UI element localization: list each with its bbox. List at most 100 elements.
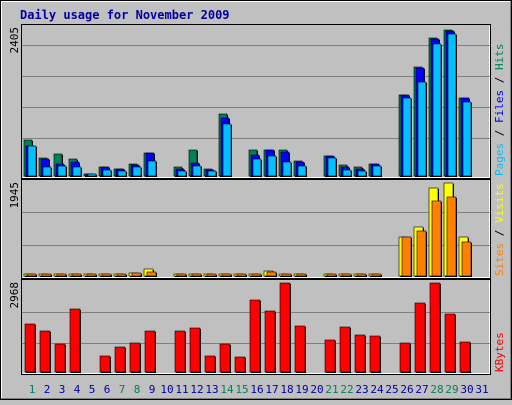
bar-pages-day-17: [267, 155, 277, 177]
bar-kbytes-day-26: [399, 342, 411, 373]
x-tick-label-16: 16: [250, 383, 263, 396]
bar-kbytes-day-14: [219, 343, 231, 373]
bar-kbytes-day-13: [204, 355, 216, 373]
bar-pages-day-14: [222, 123, 232, 177]
panel-legend: Sites / Visits: [493, 183, 506, 276]
x-tick-label-31: 31: [475, 383, 488, 396]
panel-legend: KBytes: [493, 332, 506, 372]
x-tick-label-10: 10: [160, 383, 173, 396]
bar-kbytes-day-21: [324, 339, 336, 373]
x-tick-label-7: 7: [119, 383, 126, 396]
x-tick-label-14: 14: [220, 383, 234, 396]
bar-pages-day-12: [192, 165, 202, 177]
bar-pages-day-9: [147, 160, 157, 177]
bar-sites-day-2: [41, 273, 52, 277]
bar-kbytes-day-16: [249, 299, 261, 373]
bar-pages-day-18: [282, 161, 292, 177]
bar-pages-day-13: [207, 170, 217, 177]
legend-files: Files: [493, 90, 506, 123]
x-tick-label-13: 13: [205, 383, 218, 396]
bar-kbytes-day-28: [429, 282, 441, 373]
bar-pages-day-26: [402, 97, 412, 177]
bar-sites-day-27: [416, 230, 427, 277]
bar-pages-day-6: [102, 169, 112, 177]
x-tick-label-11: 11: [175, 383, 188, 396]
x-tick-label-25: 25: [385, 383, 398, 396]
bar-pages-day-11: [177, 170, 187, 177]
bar-pages-day-23: [357, 170, 367, 177]
legend-sites: Sites: [493, 243, 506, 276]
bar-pages-day-7: [117, 170, 127, 177]
bar-kbytes-day-18: [279, 282, 291, 373]
bar-kbytes-day-22: [339, 326, 351, 373]
x-tick-label-9: 9: [149, 383, 156, 396]
bar-kbytes-day-3: [54, 343, 66, 373]
bar-pages-day-30: [462, 101, 472, 177]
bar-pages-day-19: [297, 165, 307, 177]
x-tick-label-21: 21: [325, 383, 338, 396]
bar-pages-day-3: [57, 165, 67, 177]
x-tick-label-12: 12: [190, 383, 203, 396]
bar-pages-day-4: [72, 166, 82, 177]
bar-kbytes-day-6: [99, 355, 111, 373]
x-tick-label-6: 6: [104, 383, 111, 396]
frame-shadow: [1, 1, 511, 399]
bar-kbytes-day-8: [129, 342, 141, 373]
x-tick-label-5: 5: [89, 383, 96, 396]
bar-kbytes-day-29: [444, 313, 456, 373]
bar-sites-day-9: [146, 271, 157, 277]
x-tick-label-17: 17: [265, 383, 278, 396]
bar-sites-day-5: [86, 273, 97, 277]
panel-frame: [21, 179, 491, 279]
bar-kbytes-day-7: [114, 346, 126, 373]
legend-kbytes: KBytes: [493, 332, 506, 372]
bar-sites-day-4: [71, 273, 82, 277]
bar-pages-day-28: [432, 43, 442, 177]
x-tick-label-26: 26: [400, 383, 413, 396]
bar-kbytes-day-30: [459, 341, 471, 373]
bar-sites-day-3: [56, 273, 67, 277]
panel-legend: Pages / Files / Hits: [493, 44, 506, 177]
bar-pages-day-29: [447, 33, 457, 177]
bar-sites-day-17: [266, 271, 277, 277]
legend-separator: /: [493, 70, 506, 90]
bar-kbytes-day-24: [369, 335, 381, 373]
legend-pages: Pages: [493, 143, 506, 176]
bar-pages-day-5: [87, 173, 97, 177]
bar-sites-day-12: [191, 273, 202, 277]
x-tick-label-15: 15: [235, 383, 248, 396]
bar-kbytes-day-17: [264, 310, 276, 373]
x-tick-label-28: 28: [430, 383, 443, 396]
legend-separator: /: [493, 123, 506, 143]
bar-kbytes-day-12: [189, 327, 201, 373]
panel-1: 2405 Pages / Files / Hits: [8, 24, 506, 179]
bar-sites-day-7: [116, 273, 127, 277]
bar-kbytes-day-2: [39, 330, 51, 373]
bar-sites-day-15: [236, 273, 247, 277]
bar-sites-day-26: [401, 236, 412, 277]
bar-kbytes-day-27: [414, 302, 426, 373]
bar-sites-day-16: [251, 273, 262, 277]
bar-sites-day-19: [296, 273, 307, 277]
panel-max-label: 2405: [8, 27, 21, 54]
x-tick-label-30: 30: [460, 383, 473, 396]
x-tick-label-27: 27: [415, 383, 428, 396]
bar-kbytes-day-4: [69, 308, 81, 373]
frame-highlight: [1, 1, 510, 398]
bar-pages-day-16: [252, 158, 262, 177]
chart-title: Daily usage for November 2009: [20, 8, 230, 22]
bar-pages-day-21: [327, 157, 337, 177]
legend-hits: Hits: [493, 44, 506, 71]
panel-2: 1945 Sites / Visits: [8, 179, 506, 279]
bar-sites-day-1: [26, 273, 37, 277]
bar-pages-day-1: [27, 145, 37, 177]
bar-sites-day-30: [461, 241, 472, 277]
x-tick-label-18: 18: [280, 383, 293, 396]
x-tick-label-22: 22: [340, 383, 353, 396]
bar-pages-day-8: [132, 166, 142, 177]
panel-highlight: [22, 280, 490, 374]
x-tick-label-4: 4: [74, 383, 81, 396]
